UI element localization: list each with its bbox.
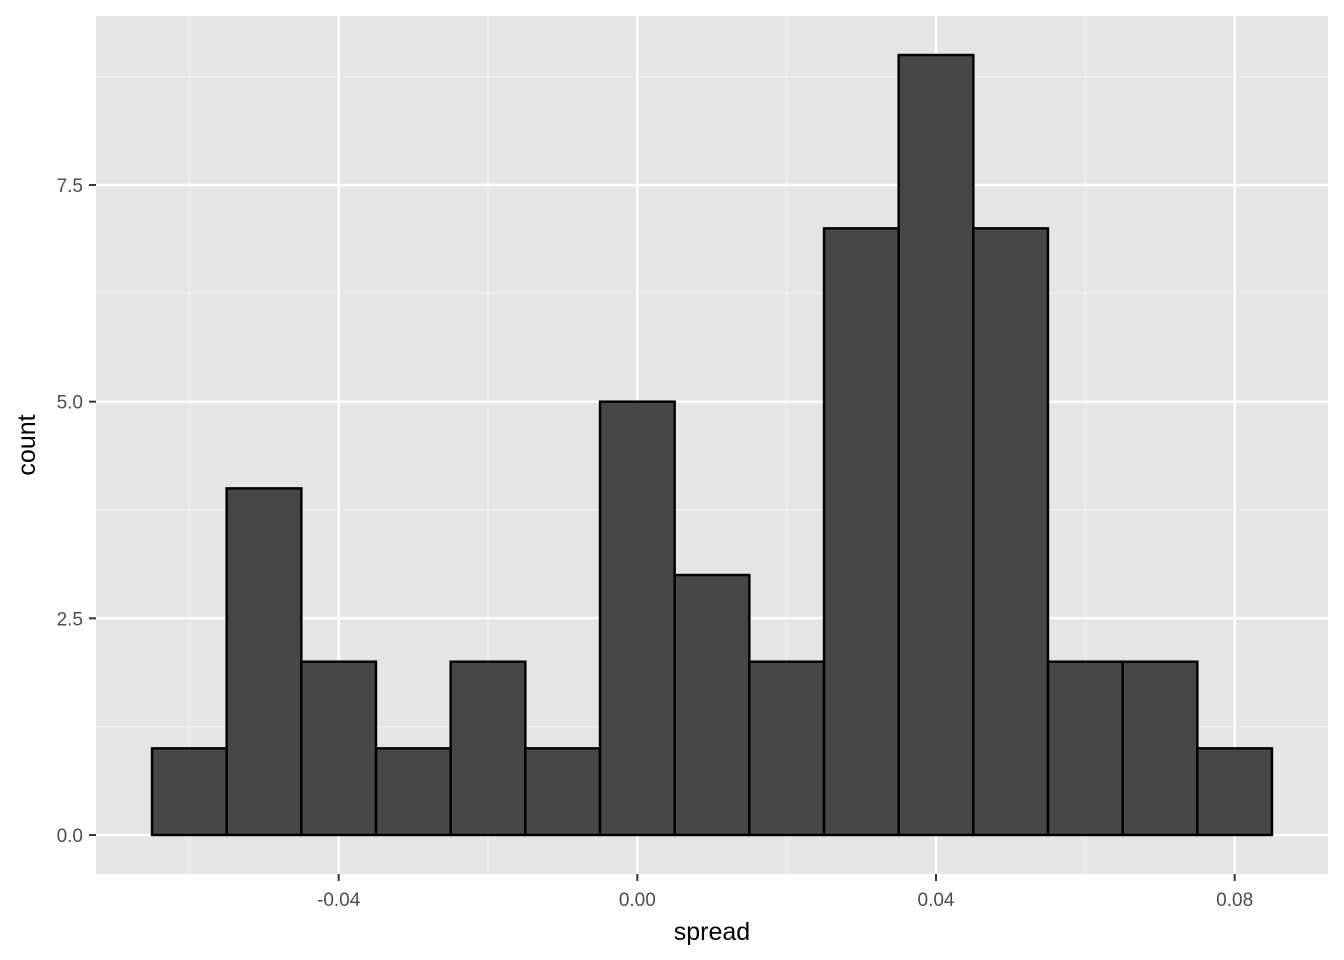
minor-grid — [96, 16, 1328, 874]
histogram-bars — [150, 53, 1274, 837]
x-tick-label: 0.08 — [1216, 890, 1253, 911]
y-axis-title: count — [13, 414, 41, 475]
x-tick-label: 0.04 — [918, 890, 955, 911]
histogram-bar — [748, 660, 826, 837]
x-axis-title: spread — [674, 918, 750, 946]
y-tick-label: 5.0 — [57, 393, 83, 414]
x-tick-label: -0.04 — [317, 890, 361, 911]
histogram-bar — [598, 400, 676, 837]
histogram-bar — [1046, 660, 1124, 837]
histogram-bar — [374, 747, 452, 837]
histogram-bar — [449, 660, 527, 837]
histogram-bar — [300, 660, 378, 837]
histogram-bar — [150, 747, 228, 837]
x-axis: -0.04 0.00 0.04 0.08 — [317, 874, 1253, 911]
histogram-bar — [225, 487, 303, 837]
histogram-bar — [673, 573, 751, 837]
y-axis: 0.0 2.5 5.0 7.5 — [57, 176, 96, 847]
histogram-bar — [897, 53, 975, 837]
y-tick-label: 0.0 — [57, 826, 83, 847]
histogram-bar — [972, 227, 1050, 837]
histogram-bar — [1121, 660, 1199, 837]
y-tick-label: 2.5 — [57, 609, 83, 630]
x-tick-label: 0.00 — [619, 890, 656, 911]
histogram-bar — [822, 227, 900, 837]
histogram-bar — [524, 747, 602, 837]
y-tick-label: 7.5 — [57, 176, 83, 197]
histogram-bar — [1196, 747, 1274, 837]
